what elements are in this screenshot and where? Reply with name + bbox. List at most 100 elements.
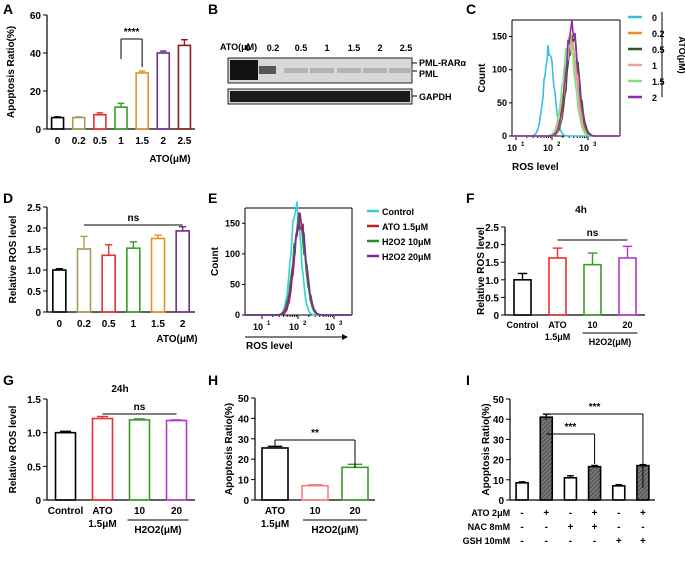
sign: - [520, 508, 523, 519]
y-tick-label: 50 [497, 98, 507, 108]
bar [126, 247, 141, 313]
panel-letter-c: C [466, 1, 476, 17]
legend-label: 1 [652, 61, 657, 71]
y-tick-label: 0 [498, 496, 504, 507]
significance-label: *** [589, 402, 601, 413]
legend-label: 0 [652, 13, 657, 23]
lane-label: 2 [377, 43, 382, 53]
bar [54, 431, 77, 501]
y-tick-label: 10 [493, 476, 505, 487]
sign: + [640, 508, 646, 519]
y-axis-label: Count [210, 246, 221, 276]
x-tick-exp: 3 [593, 142, 597, 148]
bar [618, 257, 637, 316]
x-tick-label: 2 [161, 136, 167, 147]
bar [539, 416, 554, 501]
x-axis-label: ROS level [246, 341, 293, 352]
y-tick-label: 0.5 [485, 293, 499, 304]
y-tick-label: 40 [30, 49, 42, 60]
bar [513, 278, 532, 316]
sign: - [545, 522, 548, 533]
x-tick-label: 2 [180, 319, 186, 330]
x-tick-label: 10 [579, 143, 589, 153]
sign: - [617, 522, 620, 533]
x-tick-label: 0.2 [77, 319, 91, 330]
row-label: GSH 10mM [463, 536, 511, 546]
legend-title: ATO(μM) [677, 36, 685, 73]
y-tick-label: 20 [493, 456, 505, 467]
x-tick-label: 20 [171, 506, 183, 517]
y-tick-label: 30 [493, 435, 505, 446]
panel-g: 0 0.5 1.0 1.5 Relative ROS level 24h Control AT… [8, 384, 195, 536]
x-tick-label: 20 [349, 506, 361, 517]
x-tick-exp: 2 [303, 321, 307, 327]
y-tick-label: 40 [493, 415, 505, 426]
chart-title: 4h [575, 205, 587, 216]
bar [165, 419, 188, 501]
x-tick-label: 10 [325, 322, 335, 332]
sign: + [640, 536, 646, 547]
x-tick-label: ATO [548, 320, 566, 330]
row-label: NAC 8mM [468, 522, 511, 532]
histogram-line [512, 19, 620, 137]
x-tick-label: 10 [253, 322, 263, 332]
sign: + [592, 508, 598, 519]
legend-label: 1.5 [652, 77, 665, 87]
y-tick-label: 50 [238, 394, 250, 405]
panel-a: 0 20 40 60 Apoptosis Ratio(%) 0 0.2 0.5 1 1.5 2 2.5… [6, 11, 195, 165]
x-tick-label: 0.5 [93, 136, 107, 147]
band-faint [363, 68, 387, 73]
x-tick-label: 0.2 [72, 136, 86, 147]
sign: - [520, 522, 523, 533]
group-label: H2O2(μM) [589, 337, 632, 347]
bar [563, 476, 578, 501]
x-tick-exp: 2 [557, 142, 561, 148]
band-lane1 [259, 66, 276, 74]
x-tick-label: 0 [57, 319, 63, 330]
y-axis-label: Apoptosis Ratio(%) [481, 403, 492, 495]
x-axis-label: ATO(μM) [149, 154, 190, 165]
x-axis-label: ATO(μM) [156, 334, 197, 345]
legend-label: 0.5 [652, 45, 665, 55]
y-tick-label: 0 [35, 125, 41, 136]
y-axis-label: Relative ROS level [476, 227, 487, 315]
x-tick-label: ATO [92, 506, 112, 517]
bar [150, 237, 166, 313]
bar [515, 482, 529, 501]
panel-letter-f: F [466, 190, 475, 206]
x-tick-label: 10 [309, 506, 321, 517]
legend-label: H2O2 20μM [382, 252, 431, 262]
x-axis-label: ROS level [512, 162, 559, 173]
lane-label: 0 [245, 43, 250, 53]
y-tick-label: 2.5 [27, 203, 41, 214]
band-gapdh [230, 91, 410, 102]
y-tick-label: 0 [35, 308, 41, 319]
panel-letter-e: E [208, 190, 217, 206]
lane-label: 0.2 [267, 43, 280, 53]
y-tick-label: 150 [225, 218, 240, 228]
group-label: H2O2(μM) [311, 525, 358, 536]
bar [261, 447, 289, 501]
legend-label: 2 [652, 93, 657, 103]
y-axis-label: Relative ROS level [8, 405, 19, 493]
sign: + [592, 522, 598, 533]
legend-label: 0.2 [652, 29, 665, 39]
x-tick-label: 20 [622, 320, 632, 330]
y-axis-label: Count [477, 63, 488, 93]
y-tick-label: 0 [493, 311, 499, 322]
panel-letter-h: H [208, 372, 218, 388]
bar [175, 230, 190, 313]
bar [52, 269, 67, 313]
band-faint [310, 68, 334, 73]
panel-letter-d: D [3, 190, 13, 206]
legend-label: H2O2 10μM [382, 237, 431, 247]
y-tick-label: 2.0 [27, 224, 41, 235]
legend-label: Control [382, 207, 414, 217]
y-tick-label: 100 [492, 65, 507, 75]
bar [93, 113, 107, 130]
sign: + [616, 536, 622, 547]
